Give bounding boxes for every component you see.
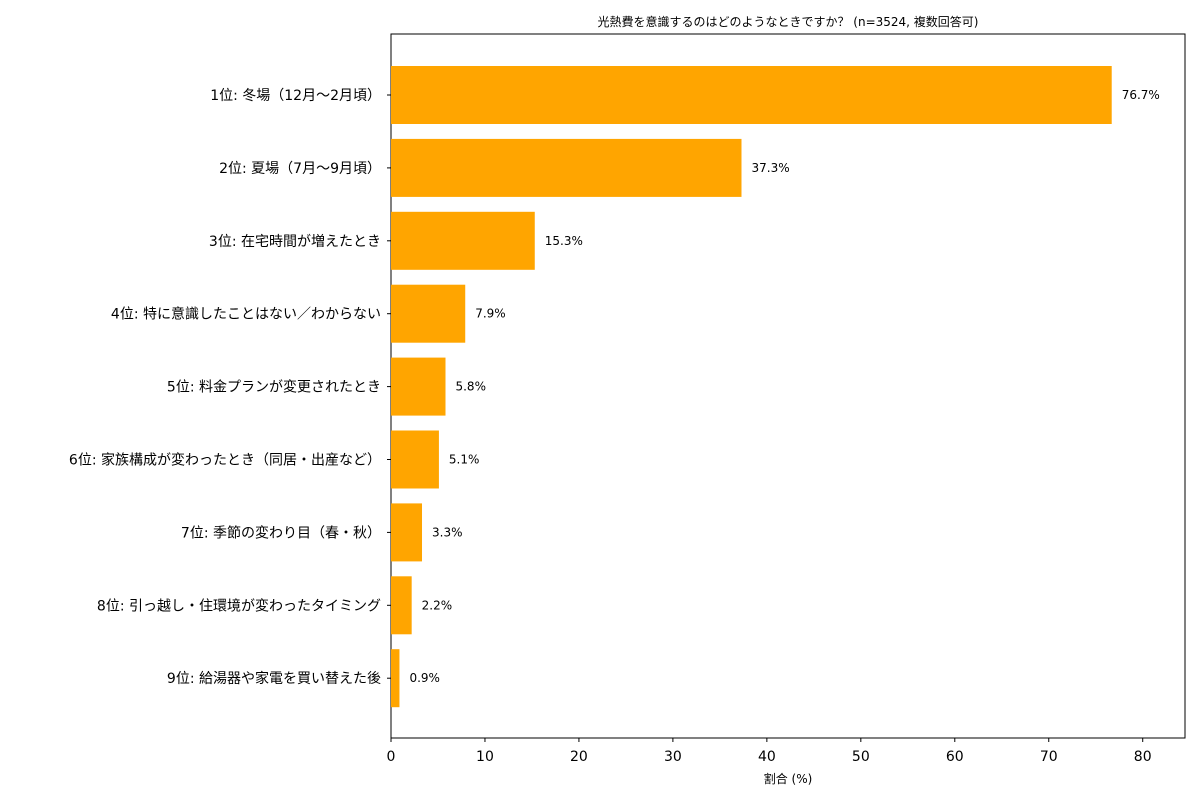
value-label-7: 3.3% bbox=[432, 525, 463, 539]
bar-3 bbox=[391, 211, 535, 270]
category-label-5: 5位: 料金プランが変更されたとき bbox=[167, 379, 381, 396]
chart-title: 光熱費を意識するのはどのようなときですか？ (n=3524, 複数回答可) bbox=[597, 14, 978, 29]
x-tick-label-0: 0 bbox=[387, 749, 396, 765]
bar-7 bbox=[391, 503, 423, 562]
bar-8 bbox=[391, 576, 412, 635]
x-ticks-group: 0 10 20 30 40 50 60 70 80 bbox=[387, 738, 1152, 765]
x-tick-label-60: 60 bbox=[946, 749, 964, 765]
x-tick-label-30: 30 bbox=[664, 749, 682, 765]
value-label-1: 76.7% bbox=[1122, 88, 1160, 102]
value-label-8: 2.2% bbox=[422, 598, 453, 612]
x-axis-label: 割合 (%) bbox=[764, 771, 813, 786]
category-label-4: 4位: 特に意識したことはない／わからない bbox=[111, 306, 381, 323]
bar-9 bbox=[391, 649, 400, 708]
x-tick-label-70: 70 bbox=[1040, 749, 1058, 765]
bar-6 bbox=[391, 430, 439, 489]
x-tick-label-50: 50 bbox=[852, 749, 870, 765]
x-tick-label-10: 10 bbox=[476, 749, 494, 765]
category-label-2: 2位: 夏場（7月〜9月頃） bbox=[219, 161, 381, 177]
bar-5 bbox=[391, 357, 446, 416]
bars-group bbox=[391, 66, 1112, 708]
category-label-8: 8位: 引っ越し・住環境が変わったタイミング bbox=[97, 597, 381, 614]
x-tick-label-20: 20 bbox=[570, 749, 588, 765]
category-label-6: 6位: 家族構成が変わったとき（同居・出産など） bbox=[69, 452, 381, 469]
category-label-9: 9位: 給湯器や家電を買い替えた後 bbox=[167, 670, 381, 687]
x-tick-label-40: 40 bbox=[758, 749, 776, 765]
value-label-4: 7.9% bbox=[475, 307, 506, 321]
category-label-3: 3位: 在宅時間が増えたとき bbox=[209, 234, 381, 250]
category-labels-group: 1位: 冬場（12月〜2月頃） 2位: 夏場（7月〜9月頃） 3位: 在宅時間が増え… bbox=[69, 88, 391, 687]
x-tick-label-80: 80 bbox=[1134, 749, 1152, 765]
bar-1 bbox=[391, 66, 1112, 124]
category-label-1: 1位: 冬場（12月〜2月頃） bbox=[210, 88, 381, 104]
value-labels-group: 76.7% 37.3% 15.3% 7.9% 5.8% 5.1% 3.3% 2.2% 0.9% bbox=[409, 88, 1159, 685]
value-label-2: 37.3% bbox=[751, 161, 789, 175]
value-label-6: 5.1% bbox=[449, 453, 480, 467]
value-label-9: 0.9% bbox=[409, 671, 440, 685]
value-label-5: 5.8% bbox=[455, 380, 486, 394]
bar-2 bbox=[391, 138, 742, 197]
bar-4 bbox=[391, 284, 466, 343]
value-label-3: 15.3% bbox=[545, 234, 583, 248]
category-label-7: 7位: 季節の変わり目（春・秋） bbox=[181, 524, 381, 541]
